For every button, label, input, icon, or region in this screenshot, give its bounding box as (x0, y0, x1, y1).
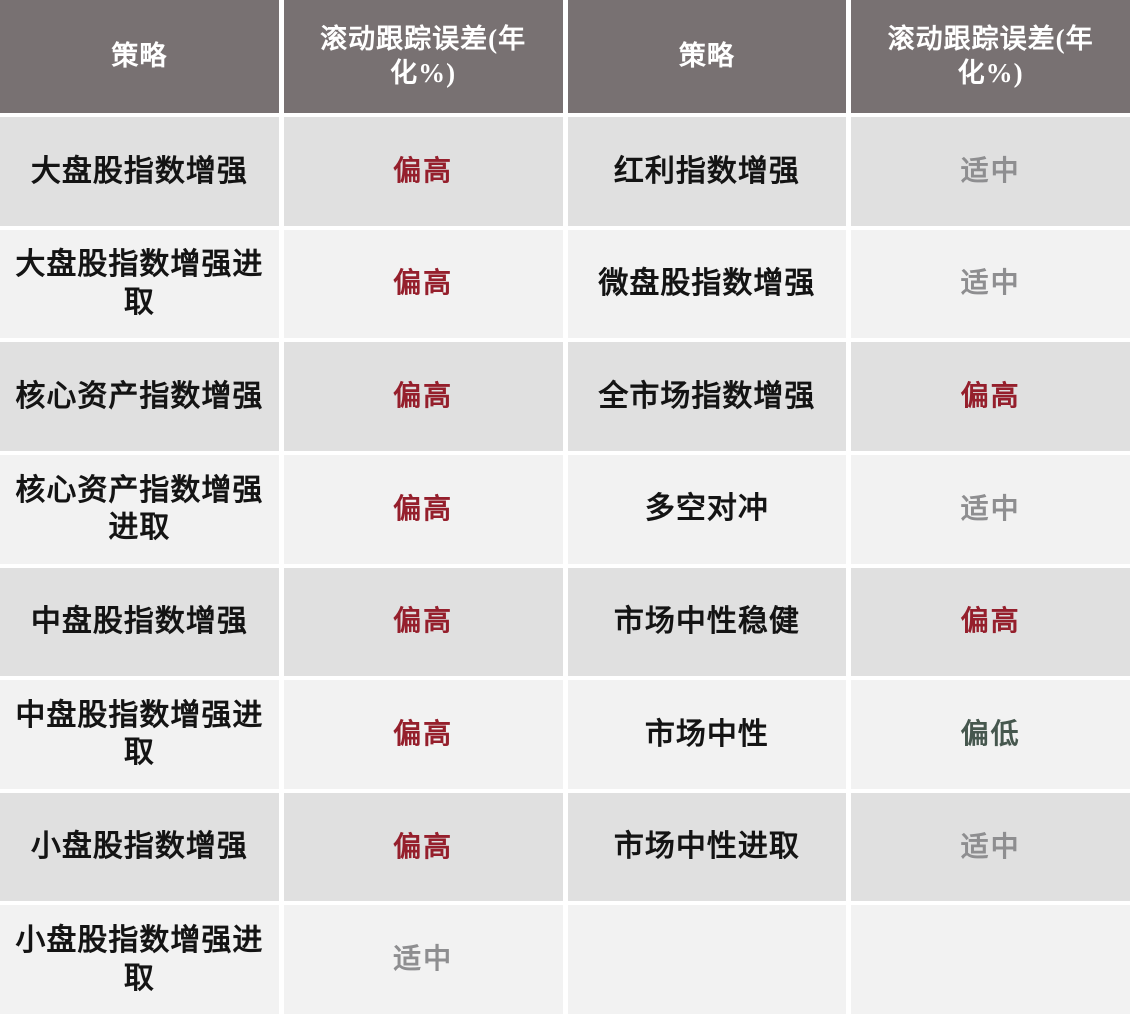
strategy-cell: 红利指数增强 (567, 117, 847, 226)
tracking-error-cell: 偏高 (851, 567, 1130, 677)
strategy-cell: 核心资产指数增强 (0, 342, 279, 451)
strategy-cell: 中盘股指数增强 (0, 567, 279, 677)
tracking-error-cell: 适中 (851, 229, 1130, 339)
tracking-error-cell: 适中 (851, 454, 1130, 564)
tracking-error-cell-empty (851, 905, 1130, 1014)
header-strategy-col1: 策略 (0, 0, 279, 113)
strategy-cell: 核心资产指数增强进取 (0, 454, 279, 564)
strategy-cell: 多空对冲 (567, 454, 847, 564)
tracking-error-cell: 偏高 (283, 117, 563, 226)
tracking-error-cell: 偏高 (283, 454, 563, 564)
strategy-cell: 市场中性 (567, 680, 847, 789)
strategy-cell: 市场中性进取 (567, 792, 847, 902)
strategy-cell: 大盘股指数增强 (0, 117, 279, 226)
strategy-cell: 小盘股指数增强 (0, 792, 279, 902)
tracking-error-cell: 偏高 (283, 680, 563, 789)
tracking-error-cell: 偏高 (283, 567, 563, 677)
tracking-error-cell: 偏高 (283, 342, 563, 451)
strategy-cell: 小盘股指数增强进取 (0, 905, 279, 1014)
strategy-cell-empty (567, 905, 847, 1014)
tracking-error-cell: 偏高 (283, 229, 563, 339)
strategy-cell: 微盘股指数增强 (567, 229, 847, 339)
tracking-error-cell: 偏高 (283, 792, 563, 902)
tracking-error-cell: 适中 (851, 117, 1130, 226)
strategy-cell: 中盘股指数增强进取 (0, 680, 279, 789)
header-strategy-col2: 策略 (567, 0, 847, 113)
tracking-error-cell: 适中 (283, 905, 563, 1014)
header-tracking-error-col1: 滚动跟踪误差(年化%) (283, 0, 563, 113)
strategy-cell: 市场中性稳健 (567, 567, 847, 677)
tracking-error-cell: 偏高 (851, 342, 1130, 451)
tracking-error-cell: 适中 (851, 792, 1130, 902)
header-tracking-error-col2: 滚动跟踪误差(年化%) (851, 0, 1130, 113)
strategy-cell: 全市场指数增强 (567, 342, 847, 451)
strategy-cell: 大盘股指数增强进取 (0, 229, 279, 339)
tracking-error-cell: 偏低 (851, 680, 1130, 789)
